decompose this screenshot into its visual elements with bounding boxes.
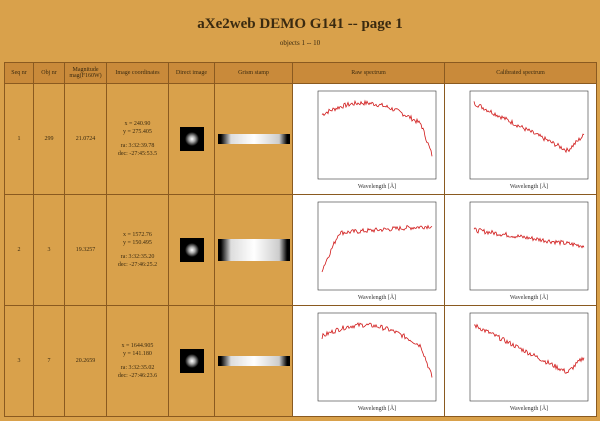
- spectrum-plot: Wavelength [Å]: [448, 85, 594, 191]
- column-header: Seq nr: [5, 63, 34, 84]
- x-axis-label: Wavelength [Å]: [509, 293, 547, 301]
- spectrum-plot: Wavelength [Å]: [448, 307, 594, 413]
- obj-nr: 7: [34, 306, 65, 417]
- spectrum-curve: [322, 101, 432, 156]
- coordinate: x = 240.90: [107, 120, 168, 128]
- seq-nr: 2: [5, 195, 34, 306]
- magnitude: 21.0724: [65, 84, 107, 195]
- page-subtitle: objects 1 -- 10: [0, 39, 600, 47]
- spectrum-plot: Wavelength [Å]: [448, 196, 594, 302]
- coordinate: ra: 3:32:39.78: [107, 142, 168, 150]
- plot-frame: [318, 91, 436, 179]
- coordinate: dec: -27:46:23.6: [107, 372, 168, 380]
- coordinate: ra: 3:32:35.02: [107, 364, 168, 372]
- obj-nr: 3: [34, 195, 65, 306]
- raw-spectrum: Wavelength [Å]: [293, 306, 445, 417]
- spectrum-plot: Wavelength [Å]: [296, 85, 442, 191]
- x-axis-label: Wavelength [Å]: [509, 182, 547, 190]
- direct-stamp: [180, 127, 204, 151]
- raw-spectrum: Wavelength [Å]: [293, 195, 445, 306]
- obj-nr: 299: [34, 84, 65, 195]
- x-axis-label: Wavelength [Å]: [357, 404, 395, 412]
- calibrated-spectrum: Wavelength [Å]: [445, 306, 597, 417]
- plot-frame: [470, 91, 588, 179]
- calibrated-spectrum: Wavelength [Å]: [445, 195, 597, 306]
- x-axis-label: Wavelength [Å]: [509, 404, 547, 412]
- spectrum-plot: Wavelength [Å]: [296, 307, 442, 413]
- direct-image: [169, 306, 215, 417]
- coordinate: y = 141.180: [107, 350, 168, 358]
- direct-stamp: [180, 349, 204, 373]
- raw-spectrum: Wavelength [Å]: [293, 84, 445, 195]
- grism-image: [218, 134, 290, 144]
- x-axis-label: Wavelength [Å]: [357, 293, 395, 301]
- coordinate: x = 1572.76: [107, 231, 168, 239]
- header: aXe2web DEMO G141 -- page 1 objects 1 --…: [0, 0, 600, 62]
- seq-nr: 1: [5, 84, 34, 195]
- x-axis-label: Wavelength [Å]: [357, 182, 395, 190]
- grism-stamp: [215, 84, 293, 195]
- plot-frame: [470, 202, 588, 290]
- column-header: Grism stamp: [215, 63, 293, 84]
- magnitude: 20.2659: [65, 306, 107, 417]
- coordinate: y = 150.495: [107, 239, 168, 247]
- grism-stamp: [215, 306, 293, 417]
- direct-image: [169, 84, 215, 195]
- direct-stamp: [180, 238, 204, 262]
- column-header: Obj nr: [34, 63, 65, 84]
- spectrum-curve: [474, 228, 584, 248]
- grism-image: [218, 239, 290, 261]
- plot-frame: [470, 313, 588, 401]
- column-header: Image coordinates: [107, 63, 169, 84]
- coordinate: x = 1644.905: [107, 342, 168, 350]
- direct-image: [169, 195, 215, 306]
- spectrum-curve: [322, 226, 432, 273]
- plot-frame: [318, 202, 436, 290]
- spectrum-curve: [322, 323, 432, 378]
- spectrum-curve: [474, 101, 584, 152]
- spectrum-plot: Wavelength [Å]: [296, 196, 442, 302]
- seq-nr: 3: [5, 306, 34, 417]
- grism-stamp: [215, 195, 293, 306]
- grism-image: [218, 356, 290, 366]
- column-header: Direct image: [169, 63, 215, 84]
- column-header: Raw spectrum: [293, 63, 445, 84]
- page-title: aXe2web DEMO G141 -- page 1: [0, 0, 600, 33]
- column-header: Magnitude mag(F160W): [65, 63, 107, 84]
- page: aXe2web DEMO G141 -- page 1 objects 1 --…: [0, 0, 600, 421]
- coordinate: dec: -27:46:25.2: [107, 261, 168, 269]
- coordinate: y = 275.405: [107, 128, 168, 136]
- calibrated-spectrum: Wavelength [Å]: [445, 84, 597, 195]
- column-header: Calibrated spectrum: [445, 63, 597, 84]
- spectrum-curve: [474, 325, 584, 374]
- magnitude: 19.3257: [65, 195, 107, 306]
- coordinate: dec: -27:45:53.5: [107, 150, 168, 158]
- coordinate: ra: 3:32:35.20: [107, 253, 168, 261]
